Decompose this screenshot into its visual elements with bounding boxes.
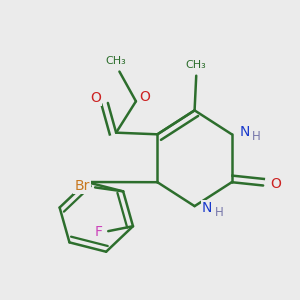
Text: Br: Br — [74, 179, 90, 193]
Text: F: F — [94, 226, 102, 239]
Text: O: O — [270, 177, 281, 191]
Text: O: O — [139, 90, 150, 104]
Text: CH₃: CH₃ — [106, 56, 127, 66]
Text: H: H — [252, 130, 261, 143]
Text: H: H — [215, 206, 224, 219]
Text: CH₃: CH₃ — [186, 60, 207, 70]
Text: N: N — [239, 125, 250, 139]
Text: N: N — [202, 201, 212, 215]
Text: O: O — [90, 91, 101, 105]
